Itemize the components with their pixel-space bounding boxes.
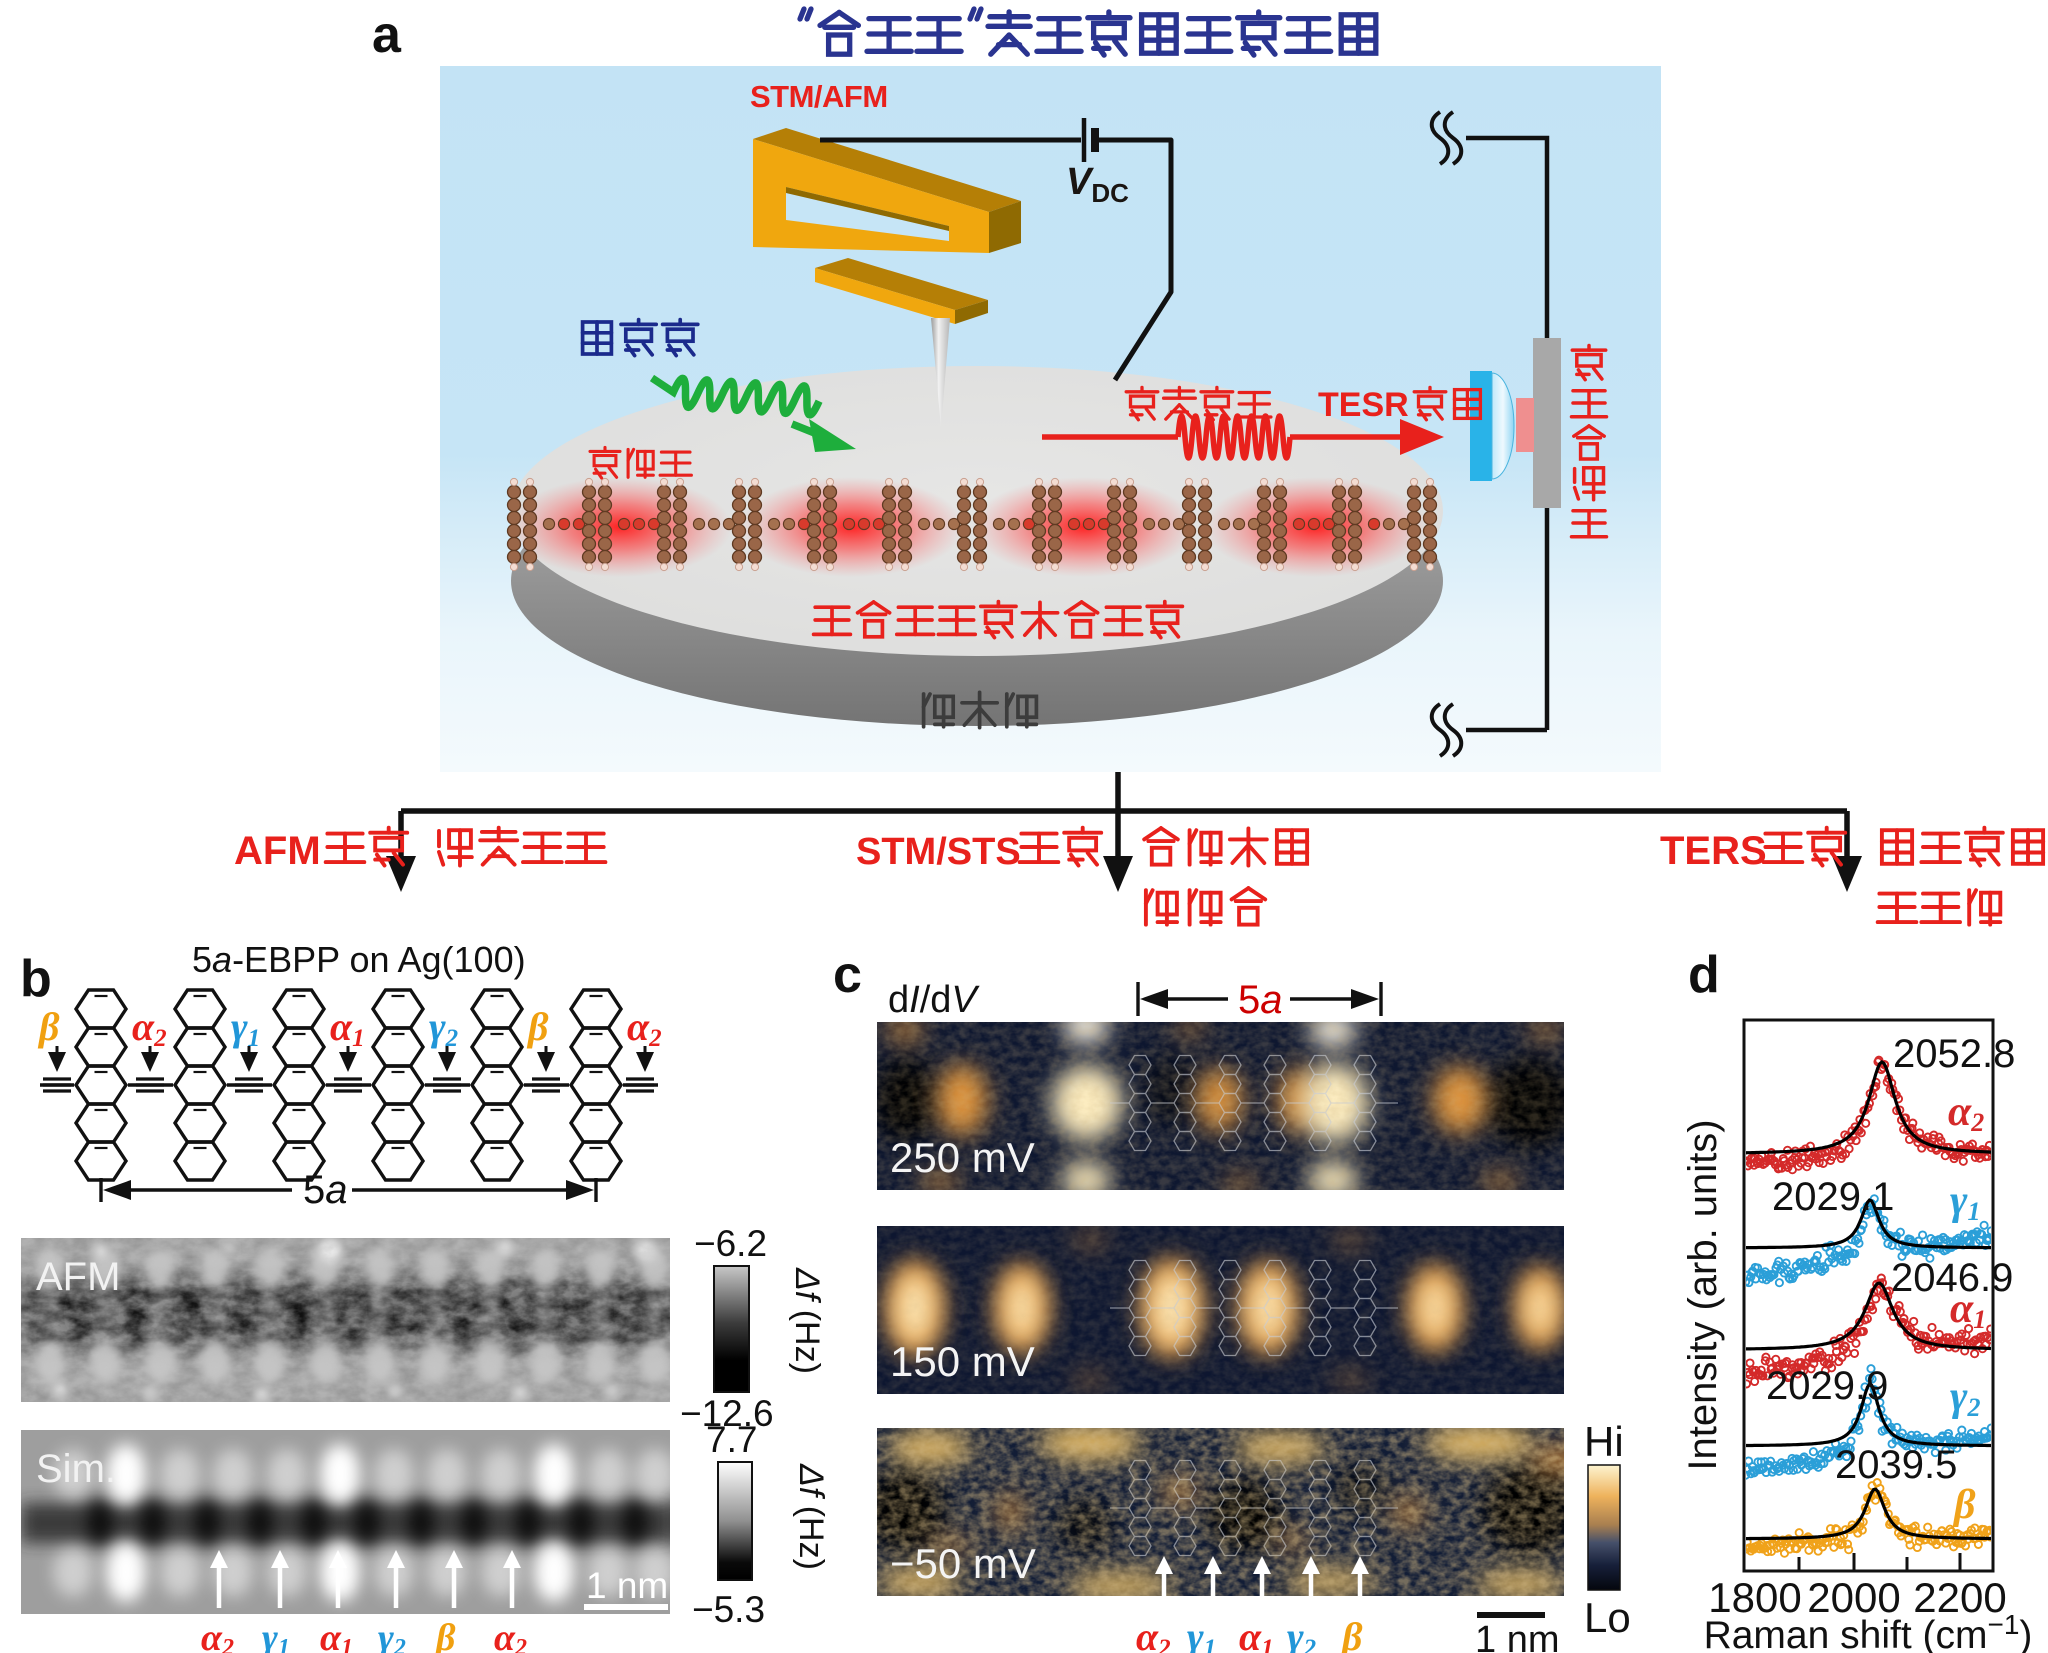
svg-text:α2: α2 (132, 1004, 167, 1052)
svg-text:β: β (526, 1004, 549, 1049)
svg-text:Sim.: Sim. (36, 1447, 116, 1491)
svg-text:5a-EBPP on Ag(100): 5a-EBPP on Ag(100) (192, 939, 526, 980)
svg-text:2200: 2200 (1913, 1574, 2006, 1621)
svg-text:Δf (Hz): Δf (Hz) (792, 1463, 830, 1570)
svg-text:STM/AFM: STM/AFM (750, 79, 888, 114)
svg-text:α1: α1 (1239, 1614, 1274, 1653)
svg-text:α2: α2 (494, 1617, 527, 1653)
svg-text:7.7: 7.7 (706, 1419, 757, 1460)
svg-text:TESR: TESR (1318, 386, 1409, 424)
svg-text:α2: α2 (1136, 1614, 1171, 1653)
svg-text:α1: α1 (320, 1617, 353, 1653)
svg-text:−50 mV: −50 mV (890, 1540, 1036, 1587)
svg-text:Hi: Hi (1584, 1418, 1624, 1465)
svg-text:Lo: Lo (1584, 1594, 1631, 1641)
svg-text:AFM: AFM (36, 1255, 120, 1299)
svg-text:γ2: γ2 (429, 1004, 458, 1052)
svg-text:γ2: γ2 (1287, 1614, 1316, 1653)
svg-text:α2: α2 (627, 1004, 662, 1052)
svg-text:γ1: γ1 (231, 1004, 260, 1052)
svg-text:β: β (1952, 1482, 1976, 1528)
svg-text:β: β (434, 1617, 456, 1653)
svg-text:d: d (1688, 946, 1720, 1004)
svg-text:1800: 1800 (1708, 1574, 1801, 1621)
svg-text:2029.9: 2029.9 (1766, 1364, 1888, 1408)
svg-text:b: b (20, 950, 52, 1008)
svg-text:−5.3: −5.3 (692, 1589, 765, 1630)
svg-text:dI/dV: dI/dV (888, 979, 980, 1021)
svg-text:AFM: AFM (234, 829, 321, 873)
svg-text:2052.8: 2052.8 (1893, 1032, 2015, 1076)
svg-text:250 mV: 250 mV (890, 1134, 1035, 1181)
svg-text:Intensity (arb. units): Intensity (arb. units) (1681, 1119, 1725, 1470)
svg-text:1 nm: 1 nm (586, 1565, 668, 1606)
svg-text:5a: 5a (303, 1168, 348, 1212)
svg-text:−12.6: −12.6 (680, 1393, 774, 1434)
svg-text:2046.9: 2046.9 (1891, 1256, 2013, 1300)
svg-text:γ1: γ1 (1187, 1614, 1216, 1653)
svg-text:2029.1: 2029.1 (1772, 1175, 1894, 1219)
svg-text:Raman shift (cm−1): Raman shift (cm−1) (1704, 1609, 2033, 1653)
svg-text:α1: α1 (330, 1004, 365, 1052)
svg-text:β: β (1340, 1614, 1363, 1653)
svg-text:α2: α2 (201, 1617, 234, 1653)
svg-text:γ2: γ2 (378, 1617, 406, 1653)
svg-text:γ1: γ1 (262, 1617, 290, 1653)
svg-text:Δf (Hz): Δf (Hz) (788, 1267, 826, 1374)
svg-text:2000: 2000 (1807, 1574, 1900, 1621)
svg-text:TERS: TERS (1660, 829, 1767, 873)
svg-text:2039.5: 2039.5 (1835, 1443, 1957, 1487)
svg-text:STM/STS: STM/STS (856, 831, 1021, 873)
svg-text:−6.2: −6.2 (694, 1223, 767, 1264)
svg-text:a: a (372, 6, 402, 64)
svg-text:5a: 5a (1238, 978, 1283, 1022)
svg-text:β: β (37, 1004, 60, 1049)
svg-text:c: c (833, 946, 862, 1004)
svg-text:150 mV: 150 mV (890, 1338, 1035, 1385)
svg-text:1 nm: 1 nm (1475, 1619, 1559, 1653)
